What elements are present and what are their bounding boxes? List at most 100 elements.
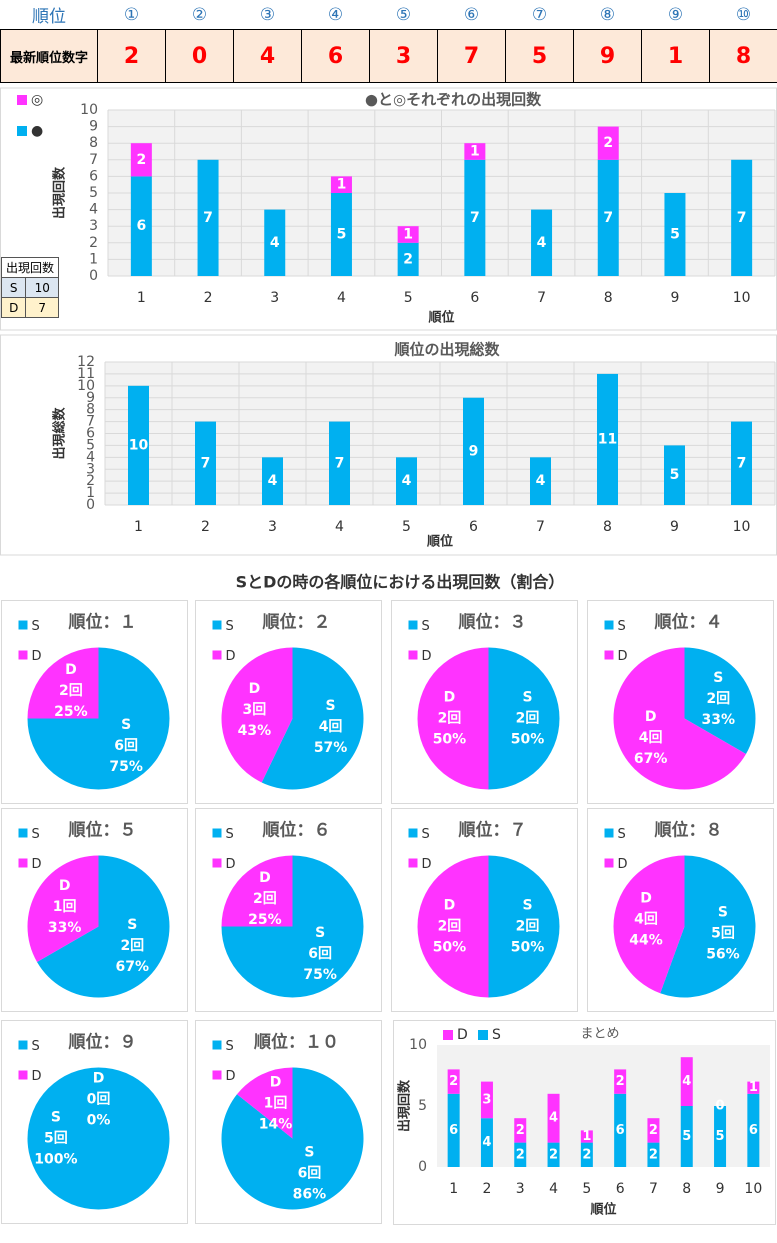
legend-swatch — [212, 650, 222, 660]
data-label: 50% — [433, 732, 467, 748]
bar — [130, 176, 152, 276]
x-tick-label: 8 — [603, 519, 612, 535]
data-label: 2 — [616, 1074, 625, 1089]
y-tick-label: 1 — [86, 485, 95, 501]
pie-slice — [27, 647, 99, 719]
data-label: S — [718, 904, 728, 920]
bar — [731, 421, 752, 505]
legend-swatch — [478, 1030, 488, 1040]
x-tick-label: 9 — [716, 1181, 725, 1197]
cell: 7 — [25, 297, 60, 318]
data-label: 0 — [716, 1099, 725, 1114]
bar — [614, 1093, 627, 1167]
chart-title: 順位：１ — [69, 612, 137, 633]
bar — [547, 1093, 560, 1143]
data-label: 9 — [469, 443, 479, 459]
pie-slice — [660, 855, 756, 998]
pie-slice — [684, 647, 756, 754]
data-label: D — [259, 870, 271, 886]
bar — [514, 1142, 527, 1167]
data-label: D — [93, 1070, 105, 1086]
x-tick-label: 1 — [134, 519, 143, 535]
chart-title: 順位：２ — [263, 612, 331, 633]
y-tick-label: 9 — [86, 390, 95, 406]
legend-swatch — [604, 620, 614, 630]
chart-title: 順位：６ — [263, 820, 331, 841]
legend-swatch — [212, 1040, 222, 1050]
y-tick-label: 1 — [89, 251, 98, 267]
x-tick-label: 2 — [204, 290, 213, 306]
data-label: 6 — [449, 1123, 458, 1138]
data-label: 5 — [716, 1129, 725, 1144]
bar — [397, 226, 419, 243]
legend-swatch — [18, 620, 28, 630]
pie-slice — [417, 647, 489, 790]
x-tick-label: 2 — [201, 519, 210, 535]
x-axis-label: 順位 — [427, 534, 453, 550]
data-label: 6回 — [298, 1166, 322, 1182]
legend-label: D — [226, 857, 236, 872]
data-label: 5 — [670, 467, 680, 483]
bar — [130, 143, 152, 177]
cell: 9 — [573, 29, 642, 83]
data-label: 7 — [737, 210, 747, 226]
x-tick-label: 7 — [537, 290, 546, 306]
data-label: S — [326, 698, 336, 714]
x-tick-label: 7 — [536, 519, 545, 535]
bar — [514, 1118, 527, 1143]
y-tick-label: 7 — [89, 152, 98, 168]
x-tick-label: 4 — [335, 519, 344, 535]
pie-slice — [27, 855, 99, 962]
data-label: 7 — [737, 455, 747, 471]
data-label: S — [713, 670, 723, 686]
legend-swatch — [604, 828, 614, 838]
bar — [330, 176, 352, 193]
data-label: 5 — [670, 227, 680, 243]
data-label: 3回 — [243, 702, 267, 718]
data-label: 2 — [449, 1074, 458, 1089]
legend-swatch — [212, 828, 222, 838]
data-label: D — [59, 878, 71, 894]
legend-swatch — [18, 650, 28, 660]
data-label: S — [523, 898, 533, 914]
data-label: S — [121, 717, 131, 733]
bar — [262, 457, 283, 505]
chart-title: 順位：１０ — [254, 1032, 339, 1053]
bar — [647, 1142, 660, 1167]
data-label: 4 — [549, 1111, 558, 1126]
x-tick-label: 3 — [270, 290, 279, 306]
x-tick-label: 2 — [482, 1181, 491, 1197]
x-tick-label: 8 — [682, 1181, 691, 1197]
x-tick-label: 3 — [516, 1181, 525, 1197]
data-label: 7 — [201, 455, 211, 471]
x-tick-label: 5 — [404, 290, 413, 306]
data-label: 14% — [259, 1116, 293, 1132]
data-label: 4 — [402, 473, 412, 489]
data-label: 1 — [470, 144, 480, 160]
y-tick-label: 0 — [89, 268, 98, 284]
data-label: 5 — [337, 227, 347, 243]
data-label: 50% — [511, 940, 545, 956]
data-label: 1回 — [264, 1095, 288, 1111]
data-label: 4回 — [634, 912, 658, 928]
y-tick-label: 3 — [89, 218, 98, 234]
y-tick-label: 5 — [89, 185, 98, 201]
data-label: 33% — [48, 920, 82, 936]
cell: ④ — [301, 0, 370, 30]
data-label: 4 — [537, 235, 547, 251]
data-label: D — [249, 681, 261, 697]
legend-swatch — [408, 828, 418, 838]
data-label: D — [444, 690, 456, 706]
data-label: 75% — [109, 759, 143, 775]
y-axis-label: 出現回数 — [52, 166, 68, 219]
data-label: S — [304, 1145, 314, 1161]
legend-label: D — [32, 649, 42, 664]
x-tick-label: 10 — [733, 290, 751, 306]
y-tick-label: 8 — [89, 135, 98, 151]
pie-slice — [613, 855, 685, 994]
x-tick-label: 1 — [449, 1181, 458, 1197]
x-tick-label: 6 — [470, 290, 479, 306]
y-tick-label: 11 — [77, 366, 95, 382]
bar — [664, 445, 685, 505]
